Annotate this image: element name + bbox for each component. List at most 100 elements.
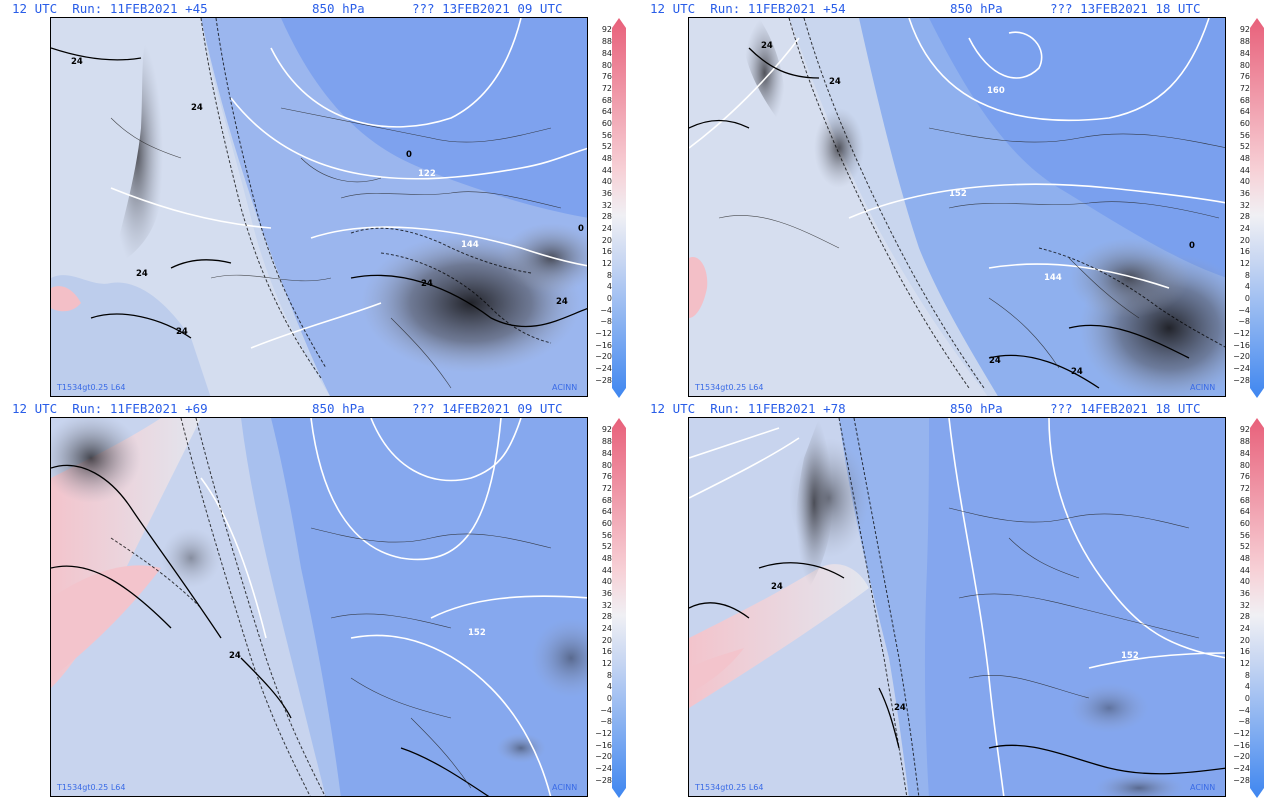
valid-time-label: ??? 14FEB2021 09 UTC bbox=[412, 401, 563, 416]
colorbar-tick: 32 bbox=[1239, 201, 1250, 210]
colorbar-tick: 20 bbox=[601, 636, 612, 645]
colorbar-tick: −8 bbox=[600, 317, 612, 326]
map-panel-4: 12 UTC Run: 11FEB2021 +78 850 hPa ??? 14… bbox=[638, 400, 1264, 800]
colorbar-tick: 12 bbox=[1239, 659, 1250, 668]
colorbar-tick: 56 bbox=[1239, 131, 1250, 140]
colorbar-tick: 24 bbox=[601, 224, 612, 233]
colorbar-tick: 76 bbox=[601, 72, 612, 81]
colorbar-tick: 0 bbox=[606, 694, 612, 703]
colorbar-tick: 60 bbox=[601, 119, 612, 128]
colorbar-tick: 4 bbox=[606, 282, 612, 291]
colorbar-tick: 0 bbox=[1244, 694, 1250, 703]
contour-label: 152 bbox=[468, 628, 486, 638]
colorbar-tick: 24 bbox=[1239, 624, 1250, 633]
colorbar-tick: 52 bbox=[1239, 142, 1250, 151]
map-canvas: 24 24 24 24 24 24 122 144 0 0 bbox=[51, 18, 587, 396]
contour-label: 24 bbox=[761, 41, 773, 51]
contour-label: 24 bbox=[136, 269, 148, 279]
contour-label: 24 bbox=[829, 77, 841, 87]
colorbar-tick: 4 bbox=[1244, 282, 1250, 291]
colorbar-tick: 64 bbox=[1239, 507, 1250, 516]
weather-map: 24 24 24 24 24 24 122 144 0 0 bbox=[50, 17, 588, 397]
colorbar-tick: 16 bbox=[601, 247, 612, 256]
institution-credit: ACINN bbox=[552, 783, 578, 792]
colorbar-tick: 92 bbox=[601, 25, 612, 34]
weather-map: 24 152 bbox=[50, 417, 588, 797]
colorbar-tick: −8 bbox=[1238, 717, 1250, 726]
colorbar-tick: −16 bbox=[595, 741, 612, 750]
colorbar-tick: 36 bbox=[601, 589, 612, 598]
run-label: 12 UTC Run: 11FEB2021 +45 bbox=[12, 1, 208, 16]
contour-label: 0 bbox=[1189, 241, 1195, 251]
colorbar-tick: 68 bbox=[601, 496, 612, 505]
colorbar-tick: 64 bbox=[601, 107, 612, 116]
colorbar-tick: 80 bbox=[1239, 61, 1250, 70]
colorbar-tick: 72 bbox=[601, 84, 612, 93]
colorbar-tick: 8 bbox=[606, 271, 612, 280]
colorbar-tick: 28 bbox=[1239, 212, 1250, 221]
colorbar-tick: −24 bbox=[1233, 764, 1250, 773]
contour-label: 122 bbox=[418, 169, 436, 179]
contour-label: 144 bbox=[1044, 273, 1062, 283]
contour-label: 0 bbox=[578, 224, 584, 234]
colorbar-tick: 88 bbox=[601, 437, 612, 446]
colorbar-tick: −20 bbox=[595, 352, 612, 361]
model-credit: T1534gt0.25 L64 bbox=[57, 783, 126, 792]
colorbar-tick: 4 bbox=[606, 682, 612, 691]
colorbar-tick: −16 bbox=[595, 341, 612, 350]
colorbar-tick: 0 bbox=[1244, 294, 1250, 303]
colorbar-tick: 72 bbox=[601, 484, 612, 493]
colorbar-tick: −16 bbox=[1233, 341, 1250, 350]
contour-label: 24 bbox=[1071, 367, 1083, 377]
colorbar-tick: −12 bbox=[595, 329, 612, 338]
colorbar-tick: 8 bbox=[606, 671, 612, 680]
colorbar-tick: 40 bbox=[1239, 177, 1250, 186]
colorbar-tick: −4 bbox=[600, 706, 612, 715]
colorbar-tick: 44 bbox=[1239, 566, 1250, 575]
colorbar-tick: 8 bbox=[1244, 671, 1250, 680]
contour-label: 144 bbox=[461, 240, 479, 250]
colorbar-tick: 48 bbox=[1239, 554, 1250, 563]
colorbar-tick: 84 bbox=[1239, 449, 1250, 458]
colorbar bbox=[1250, 18, 1264, 398]
colorbar-tick: −20 bbox=[1233, 752, 1250, 761]
colorbar-tick: 48 bbox=[1239, 154, 1250, 163]
colorbar-tick: 4 bbox=[1244, 682, 1250, 691]
contour-label: 24 bbox=[421, 279, 433, 289]
colorbar-tick: 92 bbox=[1239, 425, 1250, 434]
colorbar-tick: 68 bbox=[601, 96, 612, 105]
colorbar-tick: 16 bbox=[1239, 247, 1250, 256]
colorbar-tick: 84 bbox=[601, 49, 612, 58]
colorbar-tick: 56 bbox=[1239, 531, 1250, 540]
colorbar-tick: −12 bbox=[1233, 329, 1250, 338]
colorbar-tick: 72 bbox=[1239, 484, 1250, 493]
colorbar-tick: 36 bbox=[1239, 189, 1250, 198]
colorbar-tick: 64 bbox=[1239, 107, 1250, 116]
colorbar bbox=[612, 418, 626, 798]
colorbar-tick: 12 bbox=[601, 659, 612, 668]
colorbar-tick: −24 bbox=[595, 364, 612, 373]
colorbar-tick: 36 bbox=[601, 189, 612, 198]
level-label: 850 hPa bbox=[950, 1, 1003, 16]
run-label: 12 UTC Run: 11FEB2021 +54 bbox=[650, 1, 846, 16]
panel-header: 12 UTC Run: 11FEB2021 +45 850 hPa ??? 13… bbox=[0, 0, 600, 18]
colorbar-tick: 32 bbox=[1239, 601, 1250, 610]
colorbar-tick: 80 bbox=[601, 461, 612, 470]
contour-label: 152 bbox=[1121, 651, 1139, 661]
colorbar-tick: 52 bbox=[1239, 542, 1250, 551]
valid-time-label: ??? 13FEB2021 18 UTC bbox=[1050, 1, 1201, 16]
colorbar-tick: −28 bbox=[1233, 776, 1250, 785]
colorbar-tick: 76 bbox=[1239, 472, 1250, 481]
contour-label: 160 bbox=[987, 86, 1005, 96]
colorbar-tick: −8 bbox=[1238, 317, 1250, 326]
colorbar-tick: 48 bbox=[601, 154, 612, 163]
colorbar-tick: 52 bbox=[601, 142, 612, 151]
colorbar-tick: 20 bbox=[1239, 236, 1250, 245]
colorbar-tick: −20 bbox=[595, 752, 612, 761]
colorbar-tick: 48 bbox=[601, 554, 612, 563]
level-label: 850 hPa bbox=[950, 401, 1003, 416]
contour-label: 152 bbox=[949, 189, 967, 199]
colorbar-tick: 60 bbox=[601, 519, 612, 528]
colorbar-tick: −28 bbox=[595, 376, 612, 385]
contour-label: 0 bbox=[406, 150, 412, 160]
